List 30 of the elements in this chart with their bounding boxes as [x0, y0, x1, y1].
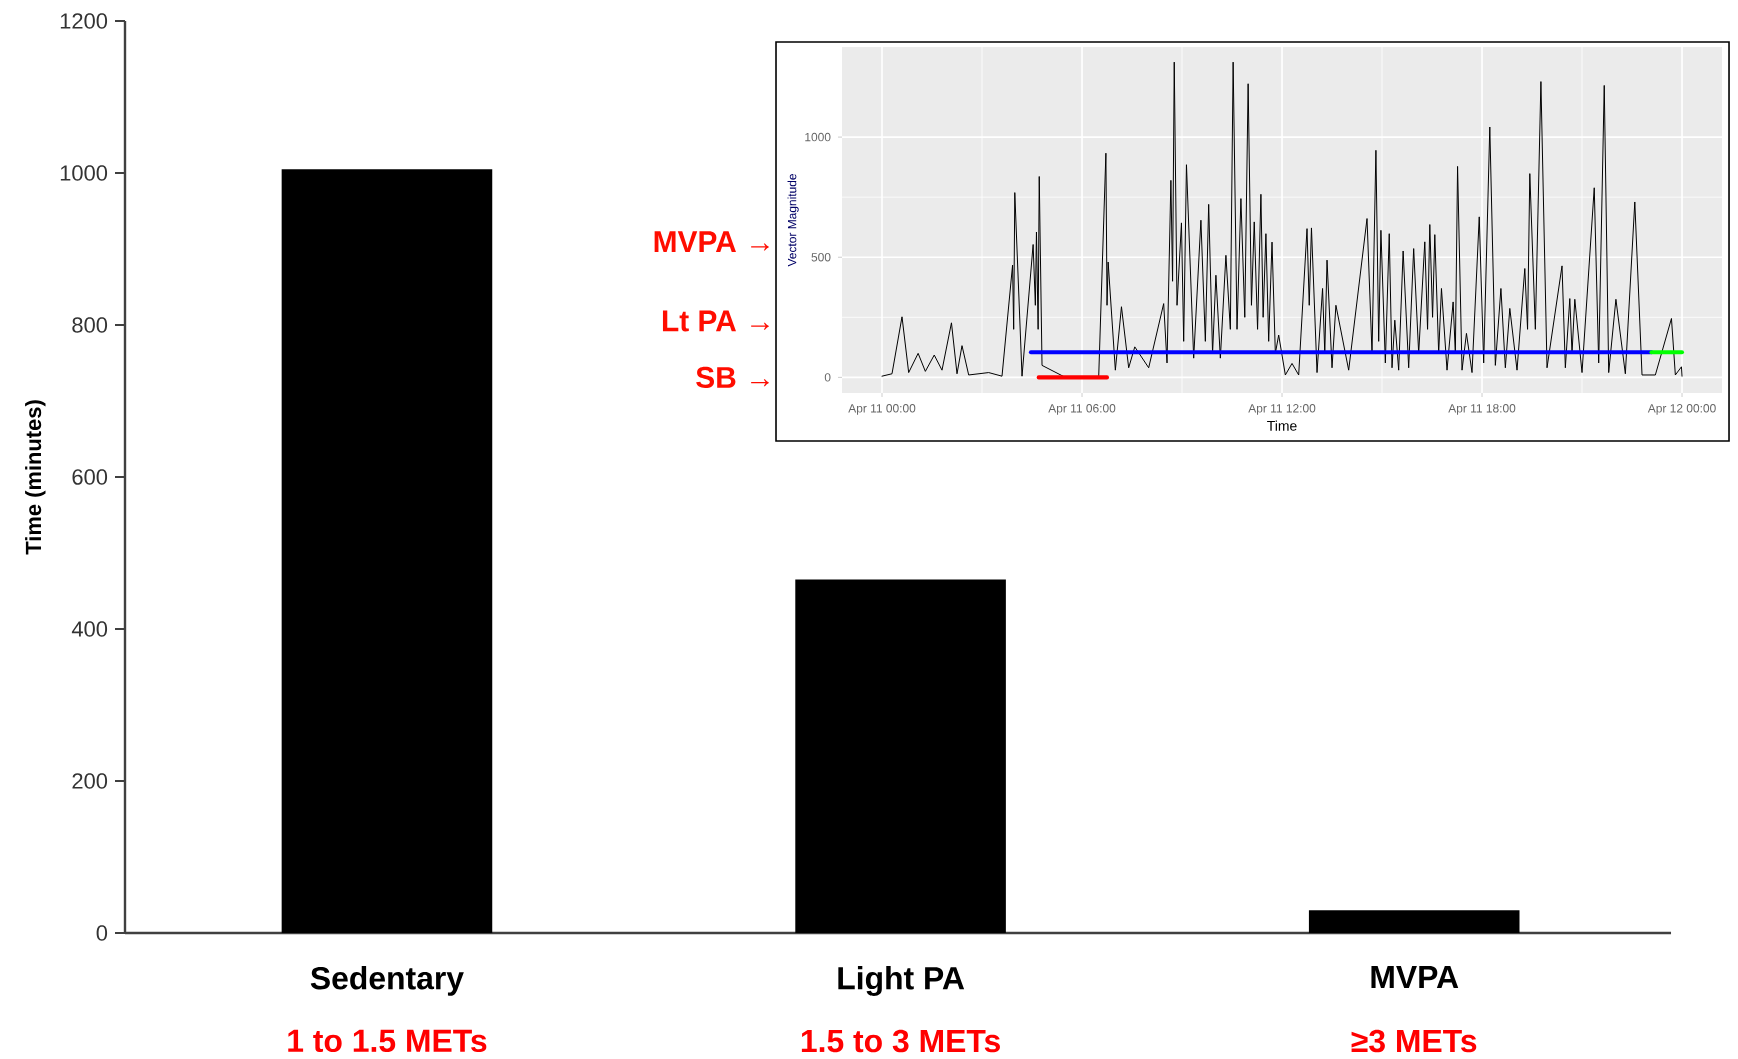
y-tick-label: 1000	[60, 165, 108, 181]
x-tick-label: Apr 11 18:00	[1448, 404, 1516, 415]
bar	[281, 169, 493, 933]
y-axis-title: Vector Magnitude	[787, 174, 799, 267]
x-tick-label: Apr 12 00:00	[1647, 404, 1716, 415]
annotation: MVPA →	[654, 231, 769, 252]
y-tick-label: 400	[71, 621, 108, 637]
text: 1.5 to 3 METs	[801, 1029, 1000, 1053]
y-tick-label: 1200	[60, 13, 108, 29]
y-tick-label: 1000	[805, 132, 831, 142]
x-tick-label: Sedentary	[310, 966, 464, 996]
annotation: SB →	[696, 366, 769, 388]
y-tick-label: 200	[72, 773, 108, 789]
y-tick-label: 600	[72, 469, 108, 485]
bar	[1308, 910, 1520, 933]
x-tick-label: Apr 11 00:00	[848, 404, 916, 415]
x-tick-label: MVPA	[1371, 966, 1459, 988]
text: ≥3 METs	[1351, 1029, 1477, 1053]
y-axis-title: Time (minutes)	[25, 400, 46, 555]
y-tick-label: 800	[72, 317, 108, 333]
y-tick-label: 0	[96, 925, 108, 941]
text: 1 to 1.5 METs	[288, 1029, 487, 1053]
y-tick-label: 0	[824, 373, 831, 382]
x-axis-title: Time	[1267, 420, 1297, 431]
y-tick-label: 500	[811, 253, 831, 262]
x-tick-label: Apr 11 12:00	[1248, 404, 1316, 415]
annotation: Lt PA →	[662, 310, 769, 332]
bar	[795, 579, 1006, 933]
x-tick-label: Light PA	[838, 966, 965, 996]
x-tick-label: Apr 11 06:00	[1048, 404, 1116, 415]
